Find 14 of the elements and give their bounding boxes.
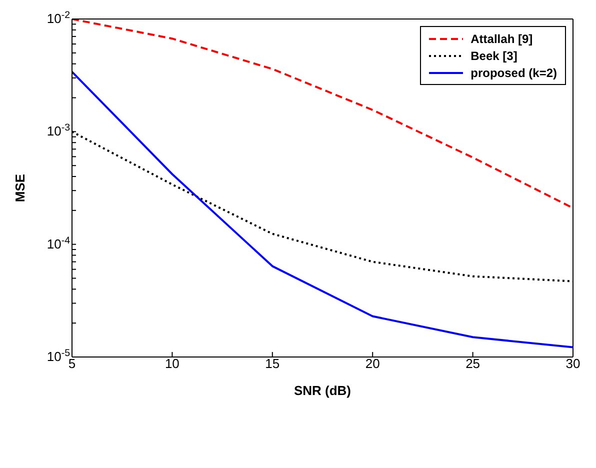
y-axis-title: MSE	[12, 174, 28, 202]
y-tick-label: 10$^{-2}$	[46, 10, 70, 26]
x-tick-label: 15	[265, 356, 280, 371]
x-tick-label: 10	[164, 356, 180, 371]
x-tick-label: 25	[466, 356, 480, 371]
legend-label: Beek [3]	[470, 48, 518, 62]
x-tick-label: 30	[566, 356, 580, 371]
legend-label: proposed (k=2)	[470, 66, 557, 80]
x-tick-label: 20	[365, 356, 380, 371]
y-tick-label: 10$^{-4}$	[46, 234, 71, 252]
x-axis-title: SNR (dB)	[294, 383, 352, 398]
legend-label: Attallah [9]	[470, 32, 533, 46]
x-tick-label: 5	[68, 356, 76, 371]
y-tick-label: 10$^{-3}$	[46, 122, 70, 139]
